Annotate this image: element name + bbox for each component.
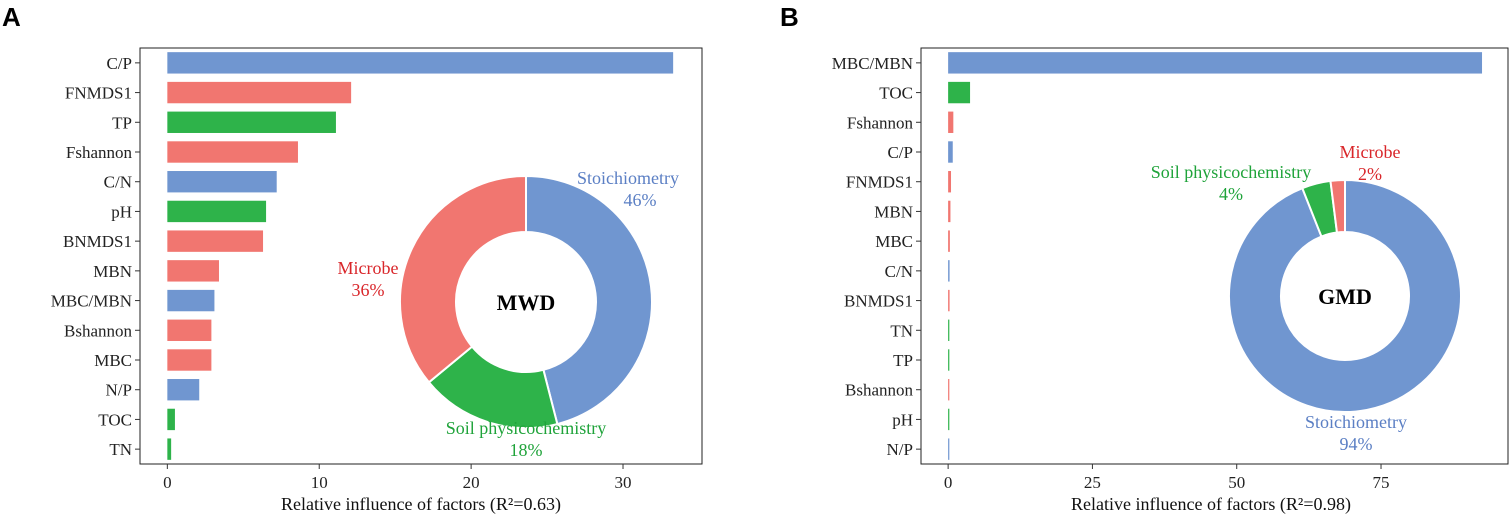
panel-b-bar-mbc-mbn	[948, 52, 1483, 74]
panel-b-bar-mbc	[948, 230, 950, 252]
panel-a-donut-label-name: Soil physicochemistry	[446, 418, 607, 438]
panel-a-y-tick-label-fnmds1: FNMDS1	[65, 84, 132, 103]
panel-a-donut-label-name: Microbe	[338, 258, 399, 278]
panel-b-bar-n-p	[948, 438, 950, 460]
panel-a-bar-tn	[167, 438, 172, 460]
panel-b-y-tick-label-c-p: C/P	[887, 143, 913, 162]
panel-a-bar-mbc-mbn	[167, 289, 215, 312]
panel-a-donut-label-pct: 18%	[510, 440, 543, 460]
panel-a-bar-c-n	[167, 171, 277, 193]
panel-a-letter: A	[2, 2, 21, 32]
panel-b-bar-ph	[948, 408, 950, 431]
panel-b-y-tick-label-mbc-mbn: MBC/MBN	[832, 54, 913, 73]
panel-b-donut-label-stoichiometry: Stoichiometry 94%	[1305, 412, 1407, 454]
panel-b-y-tick-label-bshannon: Bshannon	[845, 381, 914, 400]
panel-b-donut-slice-stoichiometry	[1228, 178, 1462, 413]
panel-b-y-tick-label-fnmds1: FNMDS1	[846, 173, 913, 192]
panel-a-bar-fnmds1	[167, 81, 352, 104]
panel-a-donut-label-stoichiometry: Stoichiometry 46%	[577, 168, 679, 210]
panel-b-donut-slice-microbe	[1329, 178, 1346, 234]
panel-a-y-tick-label-mbn: MBN	[93, 262, 132, 281]
panel-b: B 0 25 50 75 MBC/MBN TOC Fshannon C/P FNMDS1 MBN MB…	[780, 2, 1509, 515]
panel-b-y-tick-label-mbn: MBN	[874, 202, 913, 221]
panel-a-y-tick-label-n-p: N/P	[106, 381, 132, 400]
panel-a-donut-label-name: Stoichiometry	[577, 168, 679, 188]
panel-b-bar-fshannon	[948, 111, 954, 133]
panel-b-bar-c-p	[948, 141, 953, 163]
panel-b-donut-label-microbe: Microbe 2%	[1340, 142, 1401, 184]
panel-b-x-tick-label: 0	[944, 473, 953, 492]
panel-a-donut-slice-microbe	[399, 174, 527, 384]
panel-b-y-tick-label-c-n: C/N	[885, 262, 913, 281]
panel-b-y-tick-label-tp: TP	[893, 351, 913, 370]
panel-b-bar-mbn	[948, 200, 951, 223]
panel-a-bar-mbn	[167, 260, 219, 282]
panel-a-y-tick-label-mbc: MBC	[94, 351, 132, 370]
panel-a-y-tick-label-mbc-mbn: MBC/MBN	[51, 292, 132, 311]
panel-b-bar-tn	[948, 319, 950, 341]
panel-b-y-tick-label-toc: TOC	[879, 84, 913, 103]
panel-a-donut-label-pct: 46%	[624, 190, 657, 210]
panel-a-x-tick-label: 20	[463, 473, 480, 492]
panel-b-donut-center-label: GMD	[1318, 284, 1372, 309]
panel-b-donut-label-name: Microbe	[1340, 142, 1401, 162]
panel-b-y-tick-label-fshannon: Fshannon	[847, 113, 914, 132]
panel-a-y-tick-label-ph: pH	[111, 202, 132, 221]
panel-a-bar-tp	[167, 111, 336, 133]
panel-b-y-tick-label-bnmds1: BNMDS1	[844, 292, 913, 311]
panel-a-y-tick-label-tp: TP	[112, 113, 132, 132]
panel-a-y-tick-label-toc: TOC	[98, 410, 132, 429]
panel-b-y-tick-label-ph: pH	[892, 410, 913, 429]
panel-a-y-tick-label-bshannon: Bshannon	[64, 321, 133, 340]
panel-a-y-tick-label-fshannon: Fshannon	[66, 143, 133, 162]
panel-b-donut-label-pct: 94%	[1340, 434, 1373, 454]
panel-b-donut-label-name: Soil physicochemistry	[1151, 162, 1312, 182]
panel-a-bar-bnmds1	[167, 230, 264, 252]
panel-a-bar-c-p	[167, 52, 674, 74]
panel-a-bar-mbc	[167, 349, 212, 371]
panel-a-x-tick-label: 30	[615, 473, 632, 492]
panel-a-x-tick-label: 0	[163, 473, 172, 492]
panel-a-bar-bshannon	[167, 319, 212, 341]
panel-b-x-tick-label: 75	[1373, 473, 1390, 492]
panel-a-y-tick-label-c-n: C/N	[104, 173, 132, 192]
panel-a-bar-n-p	[167, 379, 200, 401]
panel-a-donut-label-microbe: Microbe 36%	[338, 258, 399, 300]
panel-b-bar-bshannon	[948, 379, 950, 401]
panel-b-donut-label-name: Stoichiometry	[1305, 412, 1407, 432]
panel-a-bar-toc	[167, 408, 175, 431]
panel-a-x-tick-label: 10	[311, 473, 328, 492]
panel-a-donut-label-pct: 36%	[352, 280, 385, 300]
panel-a-bar-fshannon	[167, 141, 298, 163]
panel-b-bar-fnmds1	[948, 171, 952, 193]
panel-b-bar-c-n	[948, 260, 950, 282]
panel-b-bar-bnmds1	[948, 289, 950, 312]
panel-a-y-tick-label-tn: TN	[109, 440, 132, 459]
panel-b-y-tick-label-tn: TN	[890, 321, 913, 340]
panel-b-bar-tp	[948, 349, 950, 371]
panel-b-y-tick-label-mbc: MBC	[875, 232, 913, 251]
panel-a-donut-slice-stoichiometry	[525, 174, 653, 426]
panel-a-bar-ph	[167, 200, 267, 223]
panel-b-letter: B	[780, 2, 799, 32]
panel-b-x-tick-label: 25	[1084, 473, 1101, 492]
panel-b-y-tick-label-n-p: N/P	[887, 440, 913, 459]
panel-b-donut-label-soil-physicochemistry: Soil physicochemistry 4%	[1151, 162, 1312, 204]
panel-a-y-tick-label-c-p: C/P	[106, 54, 132, 73]
panel-b-donut-label-pct: 2%	[1358, 164, 1382, 184]
panel-b-donut-label-pct: 4%	[1219, 184, 1243, 204]
panel-a-y-tick-label-bnmds1: BNMDS1	[63, 232, 132, 251]
panel-b-bar-toc	[948, 81, 971, 104]
panel-b-x-tick-label: 50	[1228, 473, 1245, 492]
panel-a-x-axis-title: Relative influence of factors (R²=0.63)	[281, 494, 561, 515]
panel-a-donut-label-soil-physicochemistry: Soil physicochemistry 18%	[446, 418, 607, 460]
panel-a: A 0 10 20 30 C/P FNMDS1 TP Fshannon C/N pH BNMDS1 MB…	[2, 2, 703, 515]
panel-b-x-axis-title: Relative influence of factors (R²=0.98)	[1071, 494, 1351, 515]
panel-a-donut-center-label: MWD	[497, 290, 556, 315]
